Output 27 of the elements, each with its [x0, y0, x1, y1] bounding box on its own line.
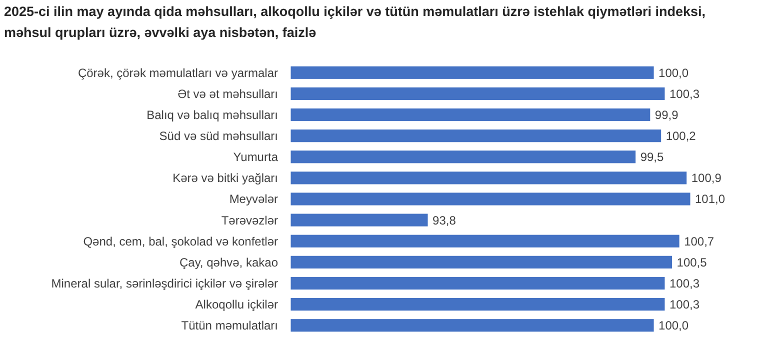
y-tick-label: Balıq və balıq məhsulları	[146, 108, 278, 122]
data-label: 100,9	[691, 171, 722, 186]
data-label: 100,2	[666, 129, 696, 144]
y-tick-label: Yumurta	[233, 150, 278, 164]
data-label: 93,8	[432, 213, 456, 228]
y-tick-label: Çörək, çörək məmulatları və yarmalar	[78, 66, 278, 80]
y-tick-label: Tütün məmulatları	[181, 318, 278, 333]
data-label: 99,5	[640, 150, 664, 164]
y-tick-label: Meyvələr	[229, 192, 278, 206]
data-label: 100,5	[676, 255, 708, 270]
y-tick-label: Kərə və bitki yağları	[172, 171, 278, 186]
data-label: 100,7	[684, 234, 714, 248]
y-tick-label: Tərəvəzlər	[221, 213, 278, 228]
y-tick-label: Ət və ət məhsulları	[178, 86, 278, 101]
data-label: 100,0	[658, 318, 689, 333]
y-tick-label: Süd və süd məhsulları	[159, 129, 278, 144]
data-label: 101,0	[695, 192, 726, 206]
y-tick-label: Qənd, cem, bal, şokolad və konfetlər	[83, 234, 278, 248]
chart-title: 2025-ci ilin may ayında qida məhsulları, alkoqollu içkilər və tütün məmulatları üzrə istehlak qiymətləri indeksi, məhsul qrupları üzrə, əvvəlki aya nisbətən, faizlə	[4, 4, 706, 40]
y-tick-label: Mineral sular, sərinləşdirici içkilər və şirələr	[51, 276, 278, 290]
y-tick-label: Alkoqollu içkilər	[195, 298, 278, 312]
data-label: 99,9	[654, 108, 679, 122]
data-label: 100,3	[669, 298, 700, 312]
data-label: 100,0	[658, 66, 689, 80]
y-tick-label: Çay, qəhvə, kakao	[179, 255, 278, 270]
data-label: 100,3	[669, 86, 700, 101]
data-label: 100,3	[669, 276, 700, 290]
